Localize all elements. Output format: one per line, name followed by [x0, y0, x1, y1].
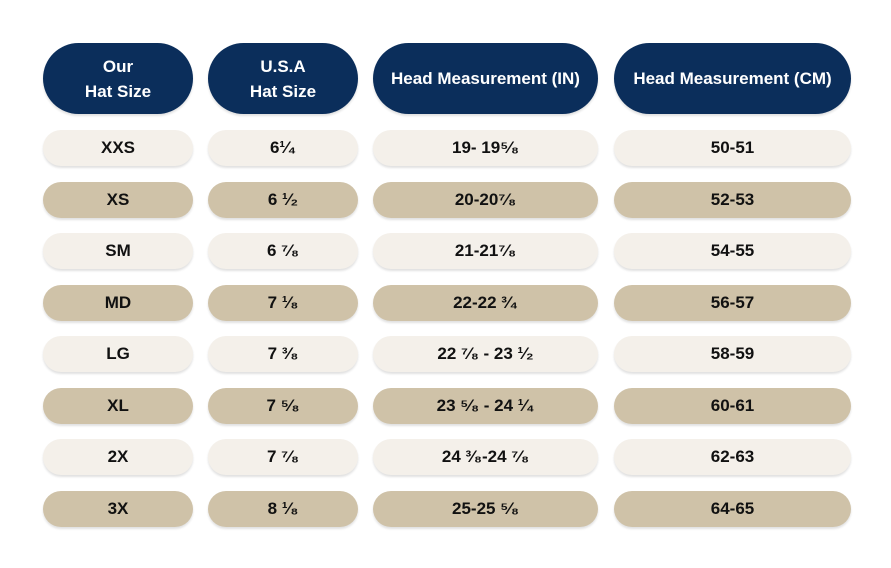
header-cell: U.S.A Hat Size [208, 43, 358, 114]
cell-text: XXS [100, 138, 136, 157]
size-cell: XS [43, 181, 193, 218]
size-cell: LG [43, 336, 193, 372]
cell-text: 54-55 [710, 241, 755, 260]
cell-text: 19- 19⁵⁄₈ [452, 138, 519, 157]
cell-text: 50-51 [710, 138, 755, 157]
cell-text: 56-57 [710, 292, 755, 312]
size-cell: 60-61 [614, 387, 851, 424]
size-cell: 19- 19⁵⁄₈ [373, 130, 598, 166]
size-cell: 23 ⁵⁄₈ - 24 ¹⁄₄ [373, 387, 598, 424]
cell-text: 22 ⁷⁄₈ - 23 ¹⁄₂ [437, 344, 534, 363]
cell-text: SM [105, 241, 131, 260]
cell-text: 60-61 [710, 395, 755, 415]
size-cell: 22-22 ³⁄₄ [373, 284, 598, 321]
header-cell: Our Hat Size [43, 43, 193, 114]
cell-text: 8 ¹⁄₈ [267, 498, 299, 518]
size-cell: 24 ³⁄₈-24 ⁷⁄₈ [373, 439, 598, 475]
cell-text: XS [106, 189, 130, 209]
size-cell: 64-65 [614, 490, 851, 527]
size-cell: 20-20⁷⁄₈ [373, 181, 598, 218]
size-cell: 56-57 [614, 284, 851, 321]
cell-text: 21-21⁷⁄₈ [454, 241, 517, 260]
size-cell: 50-51 [614, 130, 851, 166]
cell-text: MD [104, 292, 132, 312]
size-cell: 62-63 [614, 439, 851, 475]
cell-text: 25-25 ⁵⁄₈ [452, 498, 519, 518]
size-cell: 2X [43, 439, 193, 475]
cell-text: 7 ⁵⁄₈ [266, 395, 300, 415]
size-cell: XL [43, 387, 193, 424]
header-text: Hat Size [84, 81, 152, 101]
cell-text: 24 ³⁄₈-24 ⁷⁄₈ [441, 447, 530, 466]
size-cell: 6 ¹⁄₂ [208, 181, 358, 218]
cell-text: 64-65 [710, 498, 755, 518]
size-cell: XXS [43, 130, 193, 166]
size-cell: 54-55 [614, 233, 851, 269]
header-text: Hat Size [249, 81, 317, 101]
cell-text: 6 ⁷⁄₈ [267, 241, 299, 260]
header-cell: Head Measurement (CM) [614, 43, 851, 114]
cell-text: 23 ⁵⁄₈ - 24 ¹⁄₄ [436, 395, 535, 415]
size-cell: SM [43, 233, 193, 269]
size-cell: 25-25 ⁵⁄₈ [373, 490, 598, 527]
header-text: U.S.A [260, 56, 306, 76]
cell-text: 7 ³⁄₈ [267, 344, 299, 363]
cell-text: 6¹⁄₄ [269, 138, 297, 157]
size-cell: 6¹⁄₄ [208, 130, 358, 166]
cell-text: 22-22 ³⁄₄ [453, 292, 518, 312]
header-text: Our [102, 56, 134, 76]
cell-text: 58-59 [710, 344, 755, 363]
cell-text: 7 ⁷⁄₈ [267, 447, 299, 466]
cell-text: 20-20⁷⁄₈ [454, 189, 517, 209]
size-cell: 7 ¹⁄₈ [208, 284, 358, 321]
size-cell: 58-59 [614, 336, 851, 372]
cell-text: 3X [107, 498, 129, 518]
size-cell: 7 ⁷⁄₈ [208, 439, 358, 475]
size-cell: 3X [43, 490, 193, 527]
cell-text: LG [106, 344, 130, 363]
size-cell: 52-53 [614, 181, 851, 218]
cell-text: 62-63 [710, 447, 755, 466]
cell-text: 7 ¹⁄₈ [267, 292, 299, 312]
cell-text: 52-53 [710, 189, 755, 209]
header-text: Head Measurement (CM) [633, 69, 832, 88]
size-cell: 8 ¹⁄₈ [208, 490, 358, 527]
header-cell: Head Measurement (IN) [373, 43, 598, 114]
size-cell: MD [43, 284, 193, 321]
cell-text: 2X [107, 447, 129, 466]
size-cell: 7 ⁵⁄₈ [208, 387, 358, 424]
cell-text: XL [107, 395, 129, 415]
size-cell: 21-21⁷⁄₈ [373, 233, 598, 269]
header-text: Head Measurement (IN) [391, 69, 580, 88]
size-cell: 22 ⁷⁄₈ - 23 ¹⁄₂ [373, 336, 598, 372]
cell-text: 6 ¹⁄₂ [267, 189, 299, 209]
size-cell: 7 ³⁄₈ [208, 336, 358, 372]
size-cell: 6 ⁷⁄₈ [208, 233, 358, 269]
